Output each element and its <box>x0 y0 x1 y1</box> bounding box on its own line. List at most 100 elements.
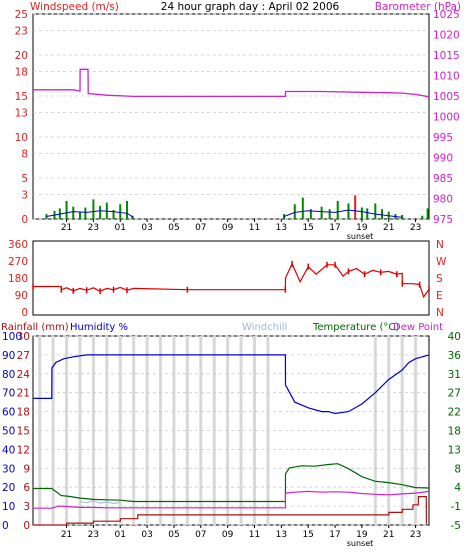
wind-tick-label: 5 <box>21 173 28 185</box>
humidity-tick-label: 90 <box>2 350 15 362</box>
rainfall-tick-label: 9 <box>23 463 30 475</box>
windchill-axis-label: Windchill <box>242 322 287 333</box>
wind-average-line-night <box>46 210 134 218</box>
rainfall-tick-label: 0 <box>23 520 30 532</box>
x-tick-label-top: 11 <box>249 223 260 233</box>
temperature-tick-label: 8 <box>454 463 461 475</box>
x-tick-label-bottom: 21 <box>61 530 72 540</box>
barometer-tick-label: 1020 <box>433 30 460 42</box>
x-tick-label-top: 05 <box>168 223 179 233</box>
wind-tick-label: 10 <box>15 132 28 144</box>
x-tick-label-top: 07 <box>195 223 206 233</box>
humidity-tick-label: 100 <box>2 331 22 343</box>
temperature-tick-label: 31 <box>448 369 461 381</box>
x-tick-label-top: 23 <box>410 223 421 233</box>
panel-direction-frame <box>32 240 430 316</box>
direction-tick-label: 180 <box>8 273 28 285</box>
compass-label: N <box>436 307 444 319</box>
wind-tick-label: 20 <box>15 50 28 62</box>
sunset-label-bottom: sunset <box>347 539 374 548</box>
x-tick-label-bottom: 11 <box>249 530 260 540</box>
x-tick-label-top: 17 <box>329 223 340 233</box>
barometer-tick-label: 1015 <box>433 50 460 62</box>
wind-tick-label: 23 <box>15 25 28 37</box>
windspeed-axis-label: Windspeed (m/s) <box>30 1 119 13</box>
compass-label: S <box>436 273 443 285</box>
x-tick-label-bottom: 23 <box>88 530 99 540</box>
rainfall-axis-label: Rainfall (mm) <box>1 322 69 333</box>
humidity-tick-label: 70 <box>2 388 15 400</box>
barometer-tick-label: 985 <box>433 173 453 185</box>
humidity-tick-label: 50 <box>2 426 15 438</box>
temperature-tick-label: 36 <box>448 350 462 362</box>
wind-tick-label: 13 <box>15 107 28 119</box>
compass-label: E <box>436 290 443 302</box>
dewpoint-line <box>33 490 430 509</box>
windchill-line <box>79 500 121 505</box>
direction-tick-label: 0 <box>21 307 28 319</box>
humidity-tick-label: 30 <box>2 463 15 475</box>
dewpoint-axis-label: Dew Point <box>393 322 443 333</box>
rainfall-tick-label: 15 <box>17 426 30 438</box>
x-tick-label-bottom: 17 <box>329 530 340 540</box>
temperature-tick-label: -5 <box>451 520 461 532</box>
x-tick-label-top: 13 <box>276 223 287 233</box>
wind-tick-label: 15 <box>15 91 28 103</box>
rainfall-tick-label: 21 <box>17 388 30 400</box>
barometer-line <box>33 68 430 98</box>
humidity-line <box>33 354 430 415</box>
temperature-tick-label: 4 <box>454 482 461 494</box>
chart-title: 24 hour graph day : April 02 2006 <box>161 1 340 13</box>
x-tick-label-top: 09 <box>222 223 234 233</box>
temperature-tick-label: 18 <box>448 426 461 438</box>
humidity-tick-label: 20 <box>2 482 15 494</box>
x-tick-label-bottom: 19 <box>356 530 368 540</box>
x-tick-label-bottom: 05 <box>168 530 179 540</box>
direction-tick-label: 90 <box>15 290 28 302</box>
rainfall-tick-label: 12 <box>17 444 30 456</box>
barometer-tick-label: 1010 <box>433 71 460 83</box>
x-tick-label-top: 21 <box>61 223 72 233</box>
barometer-axis-label: Barometer (hPa) <box>375 1 461 13</box>
temperature-tick-label: 13 <box>448 444 461 456</box>
barometer-tick-label: 975 <box>433 214 453 226</box>
x-tick-label-top: 01 <box>115 223 126 233</box>
x-tick-label-bottom: 09 <box>222 530 234 540</box>
x-tick-label-bottom: 07 <box>195 530 206 540</box>
compass-label: N <box>436 239 444 251</box>
rainfall-tick-label: 24 <box>17 369 31 381</box>
rainfall-tick-label: 3 <box>23 501 30 513</box>
wind-tick-label: 18 <box>15 66 28 78</box>
x-tick-label-top: 21 <box>383 223 394 233</box>
x-tick-label-bottom: 13 <box>276 530 287 540</box>
humidity-tick-label: 60 <box>2 407 15 419</box>
barometer-tick-label: 1005 <box>433 91 460 103</box>
humidity-tick-label: 80 <box>2 369 15 381</box>
humidity-tick-label: 40 <box>2 444 15 456</box>
wind-average-line-day <box>283 209 403 218</box>
x-tick-label-top: 19 <box>356 223 368 233</box>
humidity-tick-label: 0 <box>2 520 9 532</box>
temperature-tick-label: 27 <box>448 388 461 400</box>
panel-wind-frame <box>32 13 430 220</box>
compass-label: W <box>436 256 447 268</box>
direction-tick-label: 270 <box>8 256 28 268</box>
wind-tick-label: 25 <box>15 9 28 21</box>
x-tick-label-bottom: 01 <box>115 530 126 540</box>
rainfall-tick-label: 6 <box>23 482 30 494</box>
rainfall-tick-label: 27 <box>17 350 30 362</box>
x-tick-label-bottom: 15 <box>302 530 313 540</box>
x-tick-label-bottom: 03 <box>141 530 152 540</box>
sunset-label-top: sunset <box>347 232 374 241</box>
humidity-axis-label: Humidity % <box>70 322 128 333</box>
wind-tick-label: 0 <box>21 214 28 226</box>
wind-tick-label: 3 <box>21 189 28 201</box>
wind-direction-line <box>33 262 430 299</box>
x-tick-label-top: 15 <box>302 223 313 233</box>
humidity-tick-label: 10 <box>2 501 15 513</box>
temp-line <box>33 463 430 503</box>
temperature-tick-label: -1 <box>451 501 461 513</box>
x-tick-label-top: 23 <box>88 223 99 233</box>
temperature-axis-label: Temperature (°C) <box>312 322 399 333</box>
